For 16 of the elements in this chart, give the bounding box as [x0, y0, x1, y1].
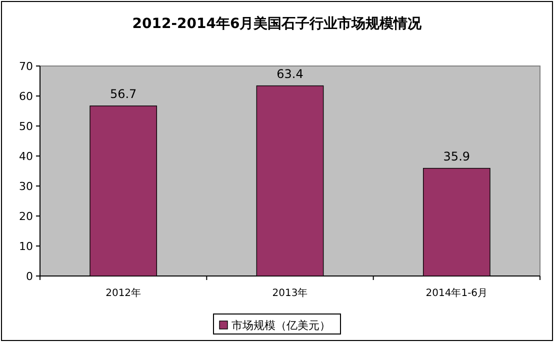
x-tick-label: 2014年1-6月 [426, 287, 488, 299]
chart-title: 2012-2014年6月美国石子行业市场规模情况 [132, 15, 423, 32]
y-tick-label: 0 [26, 270, 33, 283]
y-tick-label: 50 [19, 120, 33, 133]
data-label: 56.7 [110, 86, 137, 101]
y-tick-label: 10 [19, 240, 33, 253]
data-label: 63.4 [276, 66, 304, 81]
data-label: 35.9 [443, 149, 470, 164]
legend-label: 市场规模（亿美元） [232, 319, 330, 332]
x-tick-label: 2013年 [272, 287, 308, 299]
y-tick-label: 70 [19, 60, 33, 73]
y-tick-label: 40 [19, 150, 33, 163]
x-tick-label: 2012年 [106, 287, 142, 299]
y-tick-label: 60 [19, 90, 33, 103]
y-tick-label: 20 [19, 210, 33, 223]
y-tick-label: 30 [19, 180, 33, 193]
